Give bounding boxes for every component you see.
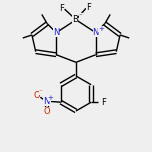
Text: ⁻: ⁻ (39, 89, 43, 95)
Text: +: + (48, 95, 54, 101)
Text: F: F (86, 3, 91, 12)
Text: N: N (53, 28, 59, 37)
Text: F: F (102, 98, 107, 107)
Text: O: O (33, 91, 40, 100)
Text: F: F (59, 4, 64, 13)
Text: N: N (93, 28, 99, 37)
Text: +: + (98, 26, 104, 32)
Text: N: N (43, 97, 50, 106)
Text: B: B (72, 15, 78, 24)
Text: ⁻: ⁻ (79, 13, 83, 19)
Text: O: O (43, 107, 50, 116)
